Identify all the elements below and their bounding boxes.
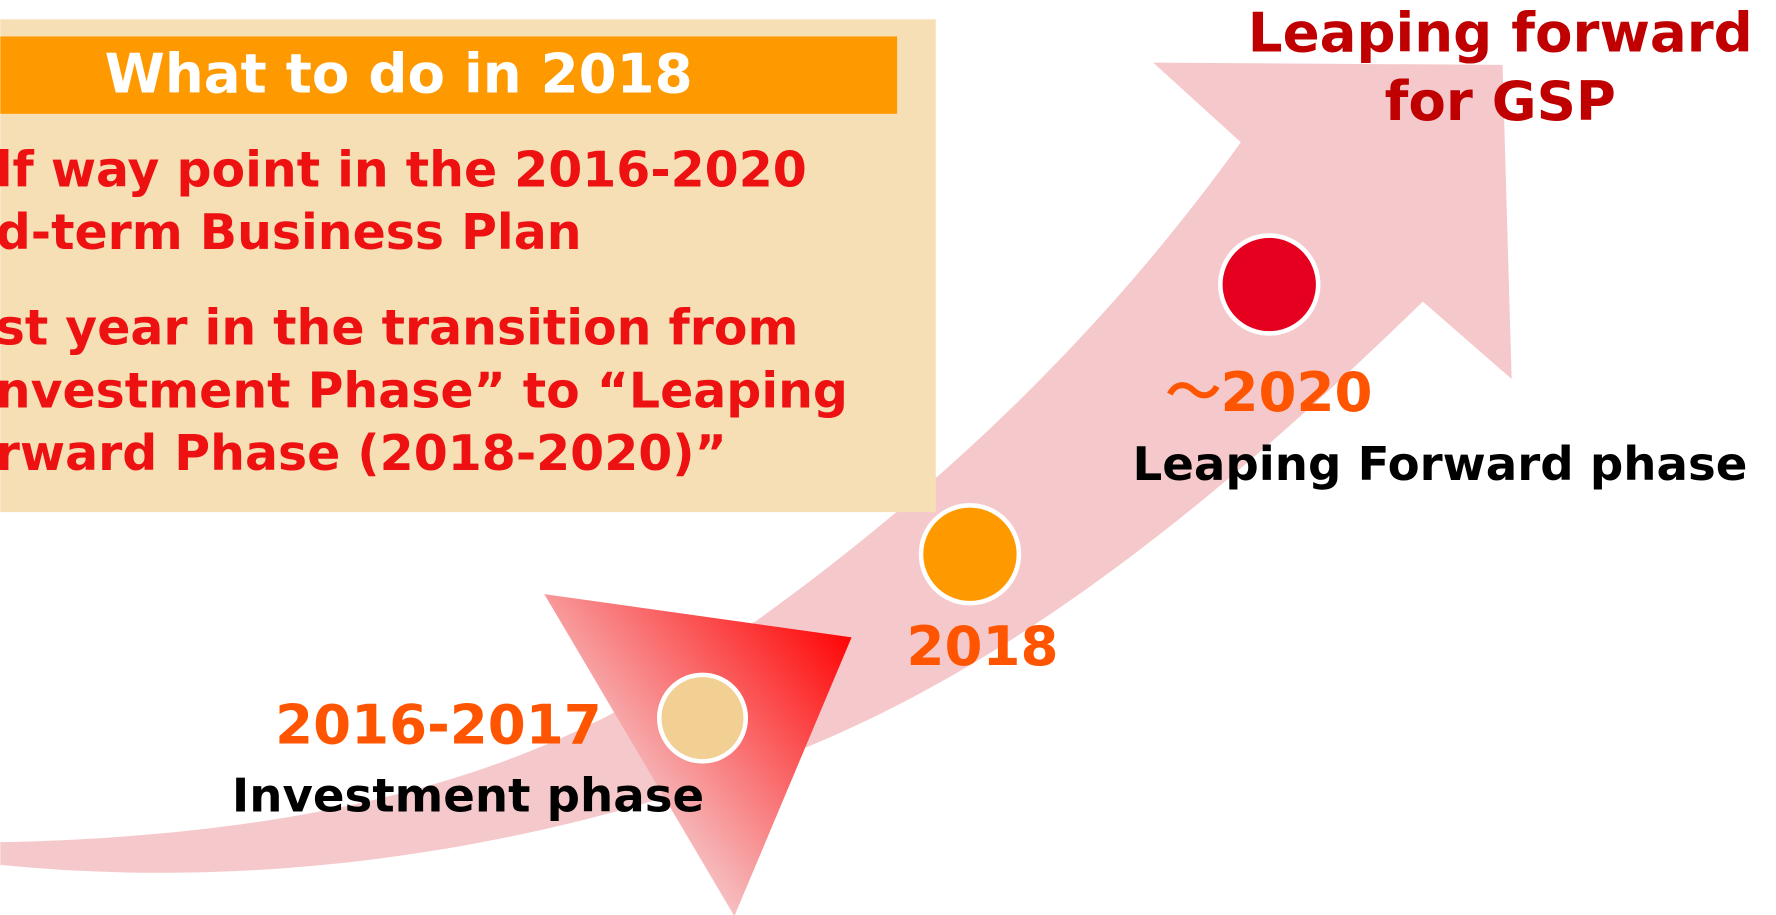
info-title: What to do in 2018	[105, 42, 693, 106]
goal-line: for GSP	[1385, 69, 1616, 133]
phase-label: Investment phase	[232, 769, 704, 823]
phase-period: ～2020	[1166, 360, 1373, 424]
phase-label: Leaping Forward phase	[1133, 438, 1748, 492]
info-line: st year in the transition from	[0, 300, 798, 357]
phase-dot	[918, 503, 1022, 606]
info-line: d-term Business Plan	[0, 204, 582, 261]
goal-line: Leaping forward	[1248, 1, 1753, 65]
phase-dot	[656, 672, 749, 764]
phase-period: 2016-2017	[275, 692, 602, 756]
info-header	[0, 36, 898, 114]
phase-period: 2018	[906, 614, 1058, 678]
info-line: rward Phase (2018-2020)”	[0, 425, 727, 482]
info-line: nvestment Phase” to “Leaping	[0, 362, 848, 419]
info-line: lf way point in the 2016-2020	[0, 141, 807, 198]
phase-dot	[1218, 233, 1321, 336]
